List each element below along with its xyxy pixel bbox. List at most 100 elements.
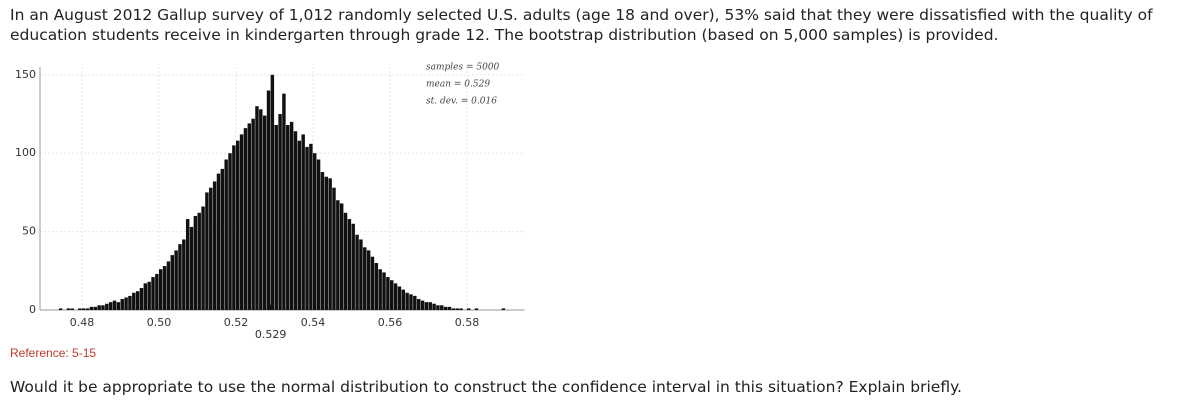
bar bbox=[355, 234, 359, 310]
bar bbox=[159, 269, 163, 310]
bar bbox=[286, 125, 290, 310]
bar bbox=[89, 306, 94, 310]
bar bbox=[135, 291, 140, 310]
bar bbox=[336, 200, 340, 310]
bar bbox=[147, 281, 151, 310]
bar bbox=[270, 74, 275, 310]
bar bbox=[178, 244, 182, 310]
bar bbox=[101, 305, 105, 310]
bar bbox=[132, 292, 136, 310]
bar bbox=[339, 203, 344, 310]
bar bbox=[197, 212, 201, 310]
bar bbox=[436, 305, 440, 310]
bar bbox=[459, 308, 463, 310]
bar bbox=[474, 308, 479, 310]
reference: Reference: 5-15 bbox=[10, 346, 97, 360]
bar bbox=[193, 215, 198, 310]
bar bbox=[108, 302, 113, 310]
bar bbox=[443, 306, 448, 310]
bar bbox=[378, 269, 382, 310]
bar bbox=[309, 143, 313, 310]
bar bbox=[128, 295, 132, 310]
bar bbox=[243, 128, 248, 310]
bar bbox=[447, 306, 452, 310]
bar bbox=[85, 308, 90, 310]
bar bbox=[70, 308, 74, 310]
bar bbox=[143, 283, 148, 310]
bar bbox=[324, 176, 328, 310]
bar bbox=[224, 159, 228, 310]
x-tick-label: 0.56 bbox=[378, 316, 403, 329]
stat-annotation: mean = 0.529 bbox=[426, 80, 490, 90]
bar bbox=[328, 178, 332, 310]
y-tick-label: 0 bbox=[29, 303, 36, 316]
bar bbox=[370, 256, 375, 310]
bar bbox=[124, 297, 128, 310]
bar bbox=[216, 173, 221, 310]
bar bbox=[185, 219, 190, 310]
bar bbox=[432, 303, 436, 310]
x-tick-label: 0.54 bbox=[301, 316, 326, 329]
bar bbox=[205, 192, 209, 310]
bar bbox=[347, 219, 352, 310]
bar bbox=[251, 118, 255, 310]
bar bbox=[455, 308, 459, 310]
bar bbox=[313, 153, 317, 310]
bar bbox=[428, 302, 432, 310]
bar bbox=[301, 134, 305, 310]
bar bbox=[297, 140, 302, 310]
bar bbox=[97, 305, 101, 310]
bar bbox=[155, 273, 159, 310]
bar bbox=[386, 277, 390, 310]
bar bbox=[166, 261, 171, 310]
bar bbox=[409, 294, 413, 310]
bar bbox=[393, 283, 398, 310]
bar bbox=[405, 292, 409, 310]
bar bbox=[416, 299, 421, 310]
bar bbox=[201, 206, 205, 310]
bar bbox=[239, 134, 244, 310]
bar bbox=[332, 187, 336, 310]
bar bbox=[93, 306, 97, 310]
bar bbox=[382, 272, 386, 310]
bar bbox=[116, 302, 121, 310]
bar bbox=[420, 300, 425, 310]
x-tick-label: 0.52 bbox=[224, 316, 249, 329]
y-tick-label: 150 bbox=[15, 68, 36, 81]
bar bbox=[58, 308, 63, 310]
bar bbox=[451, 308, 456, 310]
bar bbox=[82, 308, 86, 310]
bar bbox=[282, 93, 286, 310]
marker-triangle bbox=[267, 304, 274, 310]
bar bbox=[305, 146, 309, 310]
bar bbox=[366, 250, 371, 310]
bar bbox=[212, 181, 217, 310]
bar bbox=[359, 239, 363, 310]
y-tick-label: 50 bbox=[22, 225, 36, 238]
bar bbox=[278, 114, 282, 310]
bar bbox=[228, 153, 232, 310]
x-tick-label: 0.50 bbox=[147, 316, 172, 329]
bar bbox=[397, 286, 402, 310]
bar bbox=[259, 109, 263, 310]
bar bbox=[289, 121, 294, 310]
bar bbox=[467, 308, 471, 310]
bar bbox=[78, 308, 82, 310]
bar bbox=[170, 255, 174, 310]
bar bbox=[374, 262, 379, 310]
bar bbox=[174, 250, 178, 310]
bar bbox=[316, 159, 321, 310]
bar bbox=[343, 212, 348, 310]
bar bbox=[105, 303, 109, 310]
bar bbox=[151, 277, 155, 310]
bar bbox=[293, 131, 298, 310]
chart: 0 50 100 150 0.48 0.50 0.52 0.54 0.56 0.58 0.529 sa… bbox=[15, 63, 525, 341]
bar bbox=[209, 187, 213, 310]
bar bbox=[501, 308, 506, 310]
y-tick-label: 100 bbox=[15, 146, 36, 159]
bar bbox=[120, 299, 124, 310]
bar bbox=[66, 308, 71, 310]
bar bbox=[247, 123, 251, 310]
stat-annotation: samples = 5000 bbox=[426, 63, 500, 73]
x-tick-label: 0.58 bbox=[455, 316, 480, 329]
